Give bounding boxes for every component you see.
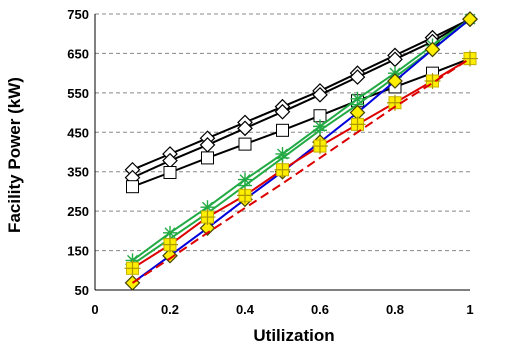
data-point-plus bbox=[124, 260, 141, 277]
y-tick-label: 750 bbox=[67, 7, 89, 22]
series-4 bbox=[125, 12, 477, 268]
x-tick-label: 0.4 bbox=[236, 302, 255, 317]
series-layer bbox=[124, 11, 478, 291]
data-point-diamond bbox=[124, 275, 141, 291]
data-point-diamond bbox=[462, 11, 478, 27]
data-point-square bbox=[201, 151, 214, 165]
data-point-square bbox=[238, 137, 252, 151]
data-point-diamond bbox=[312, 86, 328, 103]
data-point-diamond bbox=[199, 220, 216, 236]
y-tick-label: 250 bbox=[67, 204, 89, 219]
data-point-plus bbox=[462, 50, 478, 67]
data-point-plus bbox=[274, 161, 291, 178]
series-line bbox=[131, 57, 471, 270]
x-tick-label: 0.6 bbox=[311, 302, 329, 317]
data-point-plus bbox=[312, 138, 328, 155]
axes bbox=[94, 14, 470, 291]
y-tick-label: 550 bbox=[67, 86, 89, 101]
series-line bbox=[131, 57, 471, 284]
data-point-plus bbox=[237, 187, 253, 204]
series-8 bbox=[131, 57, 471, 284]
x-tick-label: 0 bbox=[91, 302, 98, 317]
y-tick-label: 350 bbox=[67, 165, 89, 180]
data-point-square bbox=[163, 166, 177, 180]
data-point-plus bbox=[424, 73, 441, 90]
x-tick-label: 0.8 bbox=[386, 302, 404, 317]
x-tick-label: 1 bbox=[466, 302, 473, 317]
data-point-diamond bbox=[349, 69, 366, 85]
data-point-diamond bbox=[424, 41, 441, 58]
data-point-square bbox=[276, 123, 289, 137]
series-line bbox=[132, 18, 471, 179]
series-line bbox=[131, 18, 471, 266]
series-line bbox=[132, 57, 471, 188]
data-point-diamond bbox=[387, 73, 403, 89]
tick-labels: 50 150 250 350 450 550 650 750 0 0.2 0.4 0.6 0.8 1 bbox=[67, 7, 473, 317]
data-point-plus bbox=[162, 236, 178, 253]
data-point-diamond bbox=[162, 247, 178, 264]
x-tick-label: 0.2 bbox=[161, 302, 179, 317]
y-tick-label: 450 bbox=[67, 125, 89, 140]
series-line bbox=[131, 18, 471, 262]
series-1 bbox=[124, 11, 478, 178]
y-tick-label: 650 bbox=[67, 46, 89, 61]
y-tick-label: 150 bbox=[67, 244, 89, 259]
data-point-plus bbox=[349, 116, 366, 133]
data-point-plus bbox=[199, 209, 216, 226]
data-point-diamond bbox=[274, 103, 291, 120]
data-point-diamond bbox=[237, 120, 253, 137]
x-axis-title: Utilization bbox=[253, 326, 334, 345]
series-7 bbox=[124, 50, 478, 277]
data-point-square bbox=[126, 180, 139, 194]
series-line bbox=[132, 18, 471, 171]
y-tick-label: 50 bbox=[75, 283, 89, 298]
y-axis-title: Facility Power (kW) bbox=[5, 77, 24, 233]
